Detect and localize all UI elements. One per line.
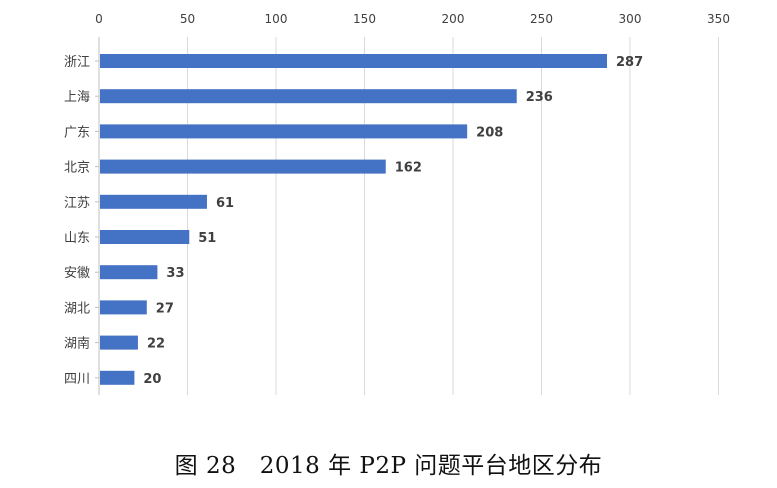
bar-8 xyxy=(100,335,138,350)
bar-2 xyxy=(100,124,468,139)
data-label: 22 xyxy=(147,337,165,352)
x-tick-label: 150 xyxy=(353,12,376,26)
data-label: 287 xyxy=(616,55,643,70)
data-label: 51 xyxy=(198,231,216,246)
bar-5 xyxy=(100,230,190,244)
chart-plot: 0 50 100 150 200 250 300 350 浙江 287 上海 236 广东 208 北京 16… xyxy=(64,12,730,395)
data-label: 208 xyxy=(476,125,503,140)
data-label: 236 xyxy=(526,90,553,105)
category-label: 上海 xyxy=(64,90,90,105)
x-tick-label: 300 xyxy=(619,12,642,26)
category-label: 湖南 xyxy=(64,336,90,352)
bar-1 xyxy=(100,89,517,104)
category-label: 山东 xyxy=(64,231,90,246)
bar-6 xyxy=(100,265,158,280)
x-tick-label: 0 xyxy=(95,12,103,26)
data-label: 20 xyxy=(143,372,161,387)
x-tick-label: 200 xyxy=(442,12,465,26)
data-label: 162 xyxy=(395,161,422,176)
category-label: 四川 xyxy=(64,372,90,387)
category-label: 北京 xyxy=(64,161,90,176)
x-tick-label: 50 xyxy=(180,12,195,26)
category-label: 安徽 xyxy=(64,266,90,281)
bar-7 xyxy=(100,300,147,315)
x-tick-label: 100 xyxy=(265,12,288,26)
category-label: 湖北 xyxy=(64,301,90,316)
x-tick-label: 350 xyxy=(707,12,730,26)
category-label: 江苏 xyxy=(64,195,90,211)
bar-4 xyxy=(100,194,207,209)
category-label: 浙江 xyxy=(64,55,90,70)
data-label: 33 xyxy=(166,266,184,281)
bar-3 xyxy=(100,159,386,174)
x-tick-label: 250 xyxy=(530,12,553,26)
bar-9 xyxy=(100,370,135,385)
category-label: 广东 xyxy=(64,125,90,140)
figure-caption: 图 28 2018 年 P2P 问题平台地区分布 xyxy=(174,453,603,479)
bar-0 xyxy=(100,54,607,68)
data-label: 27 xyxy=(156,301,174,316)
data-label: 61 xyxy=(216,196,234,211)
